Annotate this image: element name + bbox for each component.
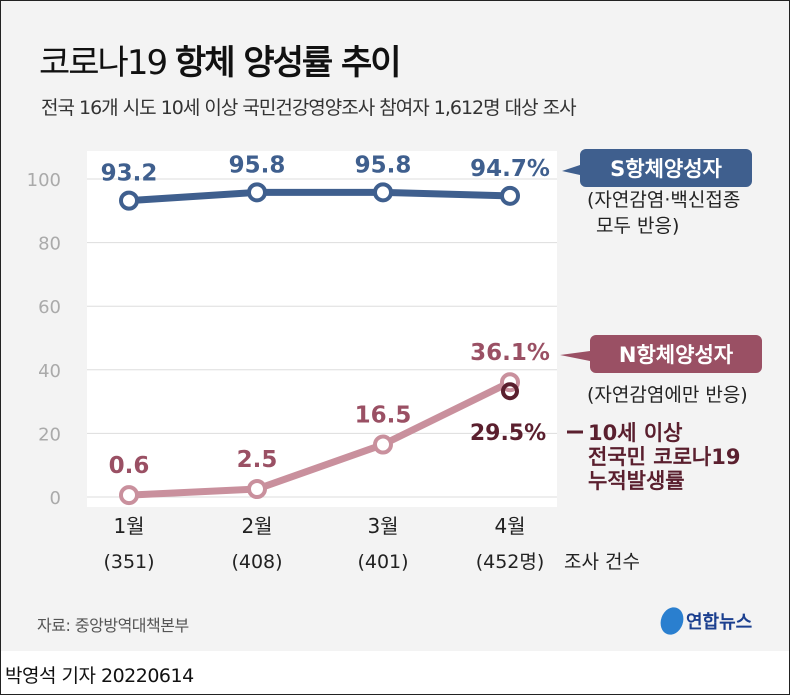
data-point	[119, 485, 139, 506]
page-title: 코로나19 항체 양성률 추이	[39, 35, 402, 84]
series-name: S항체양성자	[610, 157, 722, 181]
x-tick-label: 3월	[367, 514, 398, 538]
count-axis-label: 조사 건수	[564, 551, 640, 573]
series-tag-bg	[560, 335, 762, 373]
y-tick-label: 20	[38, 424, 61, 445]
annotation-text: 10세 이상	[588, 421, 683, 445]
data-label: 2.5	[237, 447, 278, 473]
data-point	[373, 182, 393, 203]
logo-text: 연합뉴스	[686, 612, 753, 633]
logo: 연합뉴스	[656, 604, 753, 638]
footer: 박영석 기자 20220614	[1, 651, 789, 694]
data-point	[119, 190, 139, 211]
data-point	[247, 479, 267, 500]
data-label: 0.6	[109, 453, 150, 479]
x-count-label: (408)	[231, 551, 282, 573]
data-point	[373, 434, 393, 455]
data-label: 95.8	[355, 152, 412, 178]
yonhap-logo-icon	[656, 604, 688, 638]
data-label: 36.1%	[470, 340, 550, 366]
data-label: 16.5	[355, 403, 412, 429]
series-tag-bg	[562, 149, 752, 187]
byline: 박영석 기자 20220614	[5, 665, 194, 687]
x-count-label: (351)	[103, 551, 154, 573]
series-line	[128, 379, 512, 499]
data-label: 93.2	[101, 161, 158, 187]
plot-area	[87, 151, 557, 507]
series-note: 모두 반응)	[596, 215, 679, 237]
y-tick-label: 0	[50, 488, 61, 509]
title-bold: 항체 양성률 추이	[174, 43, 402, 83]
data-point	[247, 182, 267, 203]
data-label: 95.8	[229, 152, 286, 178]
x-count-label: (401)	[357, 551, 408, 573]
title-light: 코로나19	[39, 43, 168, 83]
series-name: N항체양성자	[619, 343, 734, 367]
y-tick-label: 60	[38, 297, 61, 318]
y-tick-label: 80	[38, 234, 61, 255]
data-point	[500, 185, 520, 206]
y-tick-label: 40	[38, 361, 61, 382]
x-count-label: (452명)	[476, 551, 545, 573]
x-tick-label: 1월	[113, 514, 144, 538]
series-line	[128, 188, 511, 205]
annotation-value: 29.5%	[470, 421, 546, 446]
annotation-text: 전국민 코로나19	[588, 445, 740, 469]
annotation-text: 누적발생률	[588, 469, 685, 493]
source: 자료: 중앙방역대책본부	[37, 616, 189, 635]
data-label: 94.7%	[470, 156, 550, 182]
annotation-marker	[501, 382, 519, 401]
y-tick-label: 100	[27, 170, 61, 191]
series-note: (자연감염에만 반응)	[587, 384, 748, 406]
series-note: (자연감염·백신접종	[587, 189, 740, 211]
x-tick-label: 2월	[241, 514, 272, 538]
subtitle: 전국 16개 시도 10세 이상 국민건강영양조사 참여자 1,612명 대상 …	[41, 97, 577, 119]
x-tick-label: 4월	[494, 514, 525, 538]
